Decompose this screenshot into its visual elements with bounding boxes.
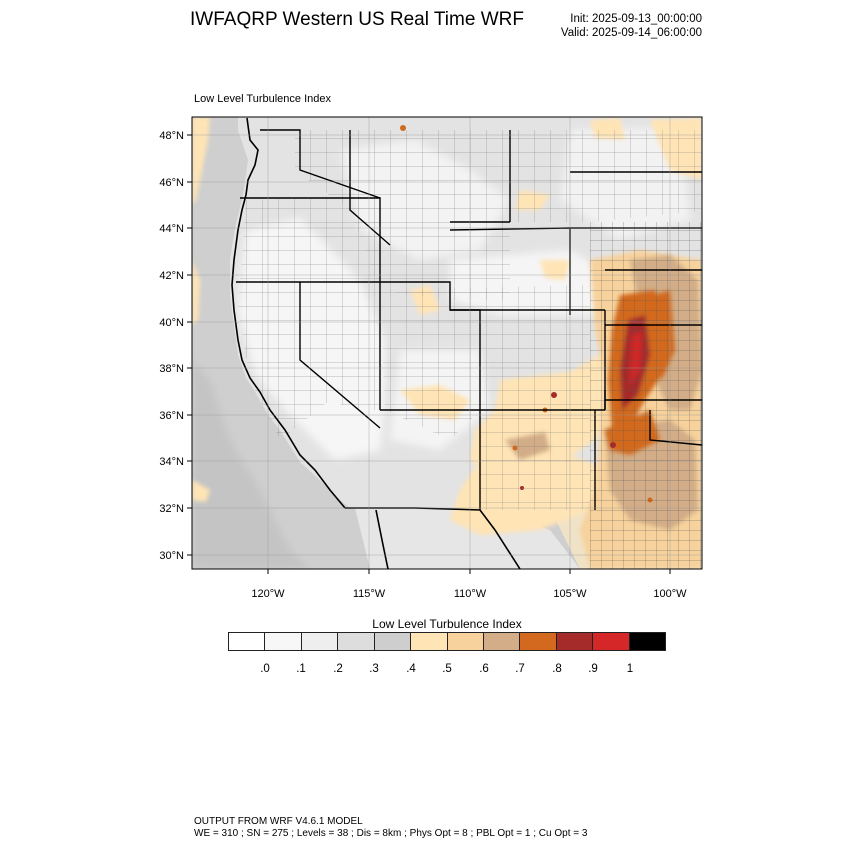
plot-title: IWFAQRP Western US Real Time WRF xyxy=(190,9,524,30)
lat-label: 46°N xyxy=(159,177,184,189)
lon-label: 105°W xyxy=(553,588,587,600)
colorbar-label: .3 xyxy=(369,663,379,675)
lat-label: 44°N xyxy=(159,223,184,235)
colorbar-label: .4 xyxy=(406,663,416,675)
lat-label: 38°N xyxy=(159,363,184,375)
colorbar-swatch xyxy=(483,633,521,650)
colorbar-swatch xyxy=(265,633,302,650)
colorbar-label: .5 xyxy=(442,663,452,675)
lon-label: 115°W xyxy=(353,588,386,600)
lat-label: 34°N xyxy=(159,456,184,468)
colorbar-swatch xyxy=(374,633,412,650)
colorbar xyxy=(228,632,666,651)
map-subtitle: Low Level Turbulence Index xyxy=(194,93,331,105)
latitude-labels: 48°N 46°N 44°N 42°N 40°N 38°N 36°N 34°N … xyxy=(159,130,184,562)
colorbar-label: .9 xyxy=(588,663,598,675)
colorbar-swatch xyxy=(629,633,666,650)
colorbar-swatch xyxy=(520,633,557,650)
colorbar-label: .2 xyxy=(333,663,343,675)
colorbar-label: .7 xyxy=(515,663,525,675)
lat-label: 36°N xyxy=(159,410,184,422)
model-footer: OUTPUT FROM WRF V4.6.1 MODEL WE = 310 ; … xyxy=(194,816,587,840)
map-field xyxy=(192,117,702,569)
colorbar-swatch xyxy=(301,633,339,650)
lon-label: 110°W xyxy=(454,588,487,600)
valid-time: Valid: 2025-09-14_06:00:00 xyxy=(560,27,702,39)
lat-label: 42°N xyxy=(159,270,184,282)
longitude-labels: 120°W 115°W 110°W 105°W 100°W xyxy=(251,588,687,600)
colorbar-swatch xyxy=(338,633,375,650)
colorbar-label: .6 xyxy=(479,663,489,675)
lat-label: 40°N xyxy=(159,317,184,329)
colorbar-swatch xyxy=(229,633,266,650)
map-frame xyxy=(191,116,703,570)
turbulence-map: 48°N 46°N 44°N 42°N 40°N 38°N 36°N 34°N … xyxy=(159,116,703,600)
footer-line-1: OUTPUT FROM WRF V4.6.1 MODEL xyxy=(194,816,363,827)
axis-ticks xyxy=(187,134,671,574)
colorbar-label: .0 xyxy=(260,663,270,675)
colorbar-swatch xyxy=(556,633,594,650)
lat-label: 32°N xyxy=(159,503,184,515)
colorbar-swatch xyxy=(593,633,630,650)
colorbar-swatch xyxy=(411,633,448,650)
colorbar-label: 1 xyxy=(626,663,634,675)
graticule xyxy=(192,117,702,569)
state-borders xyxy=(236,129,702,510)
colorbar-label: .8 xyxy=(552,663,562,675)
lon-label: 120°W xyxy=(251,588,285,600)
ocean-shading xyxy=(192,360,310,569)
lon-label: 100°W xyxy=(653,588,687,600)
colorbar-label: .1 xyxy=(296,663,306,675)
footer-line-2: WE = 310 ; SN = 275 ; Levels = 38 ; Dis … xyxy=(194,828,588,839)
colorbar-title: Low Level Turbulence Index xyxy=(372,617,522,631)
lat-label: 48°N xyxy=(159,130,184,142)
lat-label: 30°N xyxy=(159,550,184,562)
init-time: Init: 2025-09-13_00:00:00 xyxy=(570,13,702,25)
colorbar-swatch xyxy=(447,633,484,650)
